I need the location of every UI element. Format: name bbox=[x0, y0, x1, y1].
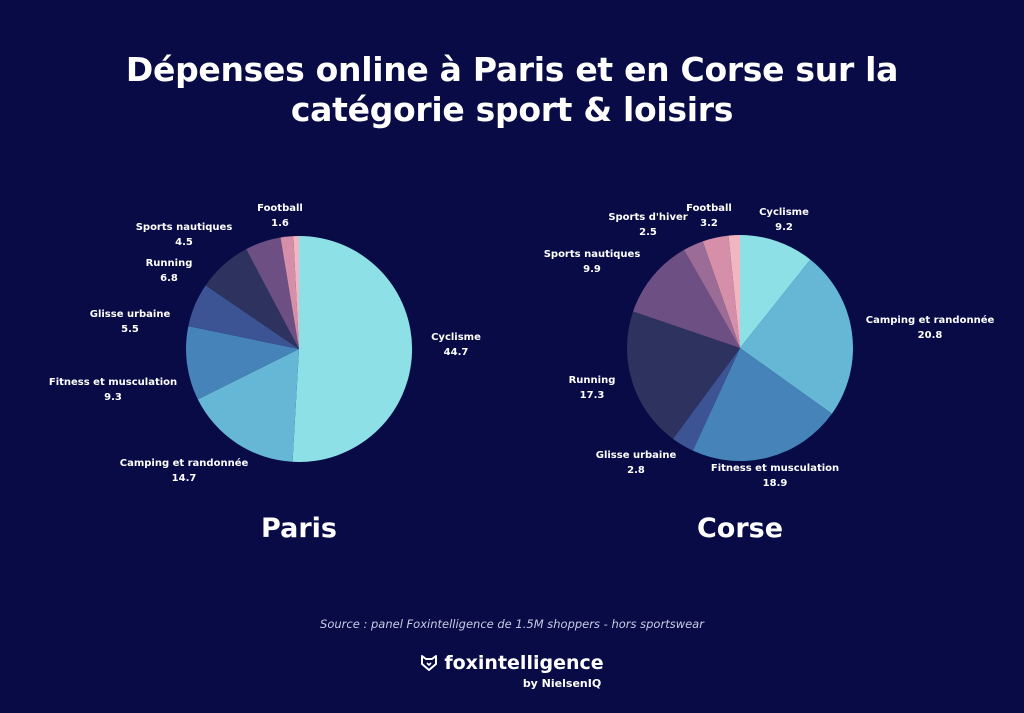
slice-label-fitness-et-musculation: Fitness et musculation bbox=[711, 463, 839, 474]
pie-slice-running bbox=[626, 311, 740, 439]
chart-name-corse: Corse bbox=[697, 513, 783, 544]
slice-value-camping-et-randonnee: 20.8 bbox=[918, 330, 943, 341]
slice-label-glisse-urbaine: Glisse urbaine bbox=[90, 309, 171, 320]
slice-value-football: 1.6 bbox=[271, 218, 289, 229]
chart-name-paris: Paris bbox=[261, 513, 337, 544]
pie-slice-remaining bbox=[293, 235, 299, 349]
slice-label-camping-et-randonnee: Camping et randonnée bbox=[866, 314, 995, 326]
pie-slice-camping-et-randonnee bbox=[740, 259, 853, 414]
pie-slice-sports-nautiques bbox=[633, 249, 740, 348]
slice-value-cyclisme: 9.2 bbox=[775, 222, 793, 233]
slice-label-running: Running bbox=[569, 375, 616, 386]
pie-slice-running bbox=[205, 249, 299, 349]
source-note: Source : panel Foxintelligence de 1.5M s… bbox=[320, 617, 704, 631]
pie-slice-fitness-et-musculation bbox=[692, 348, 832, 461]
pie-corse: Cyclisme 9.2 Camping et randonnée 20.8 Fitne… bbox=[544, 203, 995, 544]
fox-logo-icon bbox=[421, 655, 438, 671]
pie-slice-football bbox=[702, 235, 740, 348]
pie-slice-sports-nautiques bbox=[246, 237, 299, 349]
slice-label-sports-nautiques: Sports nautiques bbox=[136, 222, 233, 233]
slice-label-sports-d-hiver: Sports d'hiver bbox=[608, 212, 687, 223]
pie-slice-glisse-urbaine bbox=[188, 285, 299, 349]
slice-value-camping-et-randonnee: 14.7 bbox=[172, 473, 197, 484]
slice-value-sports-nautiques: 4.5 bbox=[175, 237, 193, 248]
slice-value-cyclisme: 44.7 bbox=[444, 347, 469, 358]
page-title-line-1: Dépenses online à Paris et en Corse sur … bbox=[125, 50, 899, 89]
slice-label-glisse-urbaine: Glisse urbaine bbox=[596, 450, 677, 461]
pie-slice-football bbox=[280, 236, 299, 349]
slice-label-running: Running bbox=[146, 258, 193, 269]
slice-value-football: 3.2 bbox=[700, 218, 718, 229]
page-title-line-2: catégorie sport & loisirs bbox=[290, 90, 734, 129]
pie-slice-fitness-et-musculation bbox=[185, 326, 299, 400]
slice-label-sports-nautiques: Sports nautiques bbox=[544, 249, 641, 260]
slice-value-sports-nautiques: 9.9 bbox=[583, 264, 601, 275]
slice-label-fitness-et-musculation: Fitness et musculation bbox=[49, 377, 177, 388]
slice-label-cyclisme: Cyclisme bbox=[759, 207, 809, 218]
pie-slice-glisse-urbaine bbox=[672, 348, 740, 451]
slice-value-glisse-urbaine: 5.5 bbox=[121, 324, 139, 335]
slice-value-glisse-urbaine: 2.8 bbox=[627, 465, 645, 476]
page-title: Dépenses online à Paris et en Corse sur … bbox=[0, 50, 1024, 130]
pie-slice-remaining bbox=[728, 235, 740, 348]
slice-value-running: 17.3 bbox=[580, 390, 605, 401]
brand-subtitle: by NielsenIQ bbox=[522, 677, 602, 690]
brand-logo: foxintelligence by NielsenIQ bbox=[0, 652, 1024, 690]
slice-value-fitness-et-musculation: 18.9 bbox=[763, 478, 788, 489]
pie-slice-sports-d-hiver bbox=[683, 241, 740, 348]
slice-value-fitness-et-musculation: 9.3 bbox=[104, 392, 122, 403]
slice-label-football: Football bbox=[686, 203, 732, 214]
pie-slice-camping-et-randonnee bbox=[197, 349, 299, 462]
slice-label-football: Football bbox=[257, 203, 303, 214]
pie-slice-cyclisme bbox=[292, 235, 413, 462]
slice-label-camping-et-randonnee: Camping et randonnée bbox=[120, 457, 249, 469]
slice-value-running: 6.8 bbox=[160, 273, 178, 284]
pie-paris: Cyclisme 44.7 Camping et randonnée 14.7 Fitn… bbox=[49, 203, 481, 544]
brand-name: foxintelligence bbox=[444, 652, 604, 674]
slice-label-cyclisme: Cyclisme bbox=[431, 332, 481, 343]
pie-slice-cyclisme bbox=[740, 235, 811, 348]
slice-value-sports-d-hiver: 2.5 bbox=[639, 227, 657, 238]
